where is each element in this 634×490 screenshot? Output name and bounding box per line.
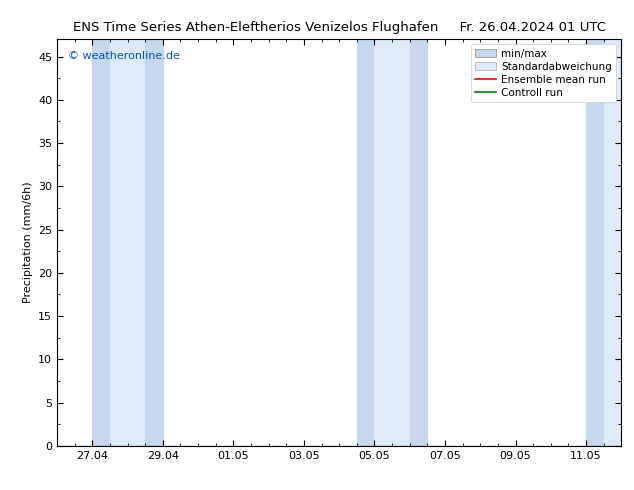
Legend: min/max, Standardabweichung, Ensemble mean run, Controll run: min/max, Standardabweichung, Ensemble me… xyxy=(471,45,616,102)
Bar xyxy=(357,39,375,446)
Text: © weatheronline.de: © weatheronline.de xyxy=(68,51,180,61)
Bar xyxy=(586,39,604,446)
Bar xyxy=(375,39,410,446)
Title: ENS Time Series Athen-Eleftherios Venizelos Flughafen     Fr. 26.04.2024 01 UTC: ENS Time Series Athen-Eleftherios Venize… xyxy=(73,21,605,34)
Bar xyxy=(110,39,145,446)
Bar xyxy=(410,39,427,446)
Y-axis label: Precipitation (mm/6h): Precipitation (mm/6h) xyxy=(23,182,32,303)
Bar xyxy=(604,39,621,446)
Bar xyxy=(93,39,110,446)
Bar xyxy=(145,39,163,446)
